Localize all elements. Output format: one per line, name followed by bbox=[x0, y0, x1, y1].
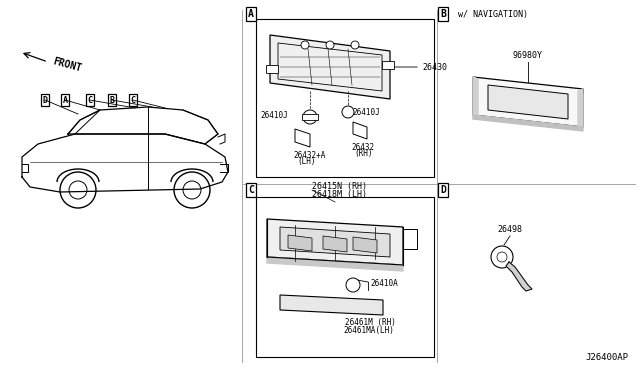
Polygon shape bbox=[578, 89, 583, 129]
Polygon shape bbox=[353, 237, 377, 253]
Polygon shape bbox=[280, 295, 383, 315]
Circle shape bbox=[326, 41, 334, 49]
Text: 26415N (RH): 26415N (RH) bbox=[312, 182, 367, 190]
Text: FRONT: FRONT bbox=[52, 57, 83, 74]
Text: D: D bbox=[440, 185, 446, 195]
Text: w/ NAVIGATION): w/ NAVIGATION) bbox=[458, 10, 528, 19]
Text: 26498: 26498 bbox=[497, 224, 522, 234]
Bar bbox=[266, 65, 278, 73]
Text: 96980Y: 96980Y bbox=[513, 51, 543, 60]
Polygon shape bbox=[488, 85, 568, 119]
Polygon shape bbox=[473, 77, 583, 127]
Text: C: C bbox=[248, 185, 254, 195]
Text: 26432: 26432 bbox=[351, 142, 374, 151]
Text: (LH): (LH) bbox=[297, 157, 316, 166]
Circle shape bbox=[346, 278, 360, 292]
Circle shape bbox=[491, 246, 513, 268]
Polygon shape bbox=[288, 235, 312, 251]
Circle shape bbox=[174, 172, 210, 208]
Polygon shape bbox=[353, 122, 367, 139]
Text: (RH): (RH) bbox=[354, 148, 372, 157]
Polygon shape bbox=[506, 262, 532, 291]
Bar bbox=[382, 61, 394, 69]
Text: B: B bbox=[109, 96, 115, 105]
Polygon shape bbox=[267, 257, 403, 271]
Text: 26418M (LH): 26418M (LH) bbox=[312, 189, 367, 199]
Text: B: B bbox=[440, 9, 446, 19]
Bar bbox=[256, 19, 434, 177]
Polygon shape bbox=[280, 227, 390, 257]
Text: C: C bbox=[88, 96, 93, 105]
Polygon shape bbox=[68, 107, 218, 144]
Circle shape bbox=[351, 41, 359, 49]
Text: 26430: 26430 bbox=[422, 62, 447, 71]
Polygon shape bbox=[323, 236, 347, 252]
Circle shape bbox=[303, 110, 317, 124]
Text: 26432+A: 26432+A bbox=[293, 151, 325, 160]
Text: C: C bbox=[131, 96, 136, 105]
Polygon shape bbox=[270, 35, 390, 99]
Text: A: A bbox=[248, 9, 254, 19]
Text: A: A bbox=[63, 96, 67, 105]
Polygon shape bbox=[22, 134, 228, 192]
Text: 26410J: 26410J bbox=[260, 110, 288, 119]
Circle shape bbox=[301, 41, 309, 49]
Bar bbox=[256, 197, 434, 357]
Polygon shape bbox=[473, 77, 478, 117]
Circle shape bbox=[342, 106, 354, 118]
Bar bbox=[302, 114, 318, 120]
Polygon shape bbox=[473, 115, 583, 131]
Text: 26410A: 26410A bbox=[370, 279, 397, 288]
Bar bbox=[403, 229, 417, 249]
Polygon shape bbox=[295, 129, 310, 147]
Text: J26400AP: J26400AP bbox=[585, 353, 628, 362]
Circle shape bbox=[60, 172, 96, 208]
Text: 26461M (RH): 26461M (RH) bbox=[345, 318, 396, 327]
Polygon shape bbox=[267, 219, 403, 265]
Text: 26461MA(LH): 26461MA(LH) bbox=[343, 326, 394, 334]
Text: D: D bbox=[42, 96, 47, 105]
Text: 26410J: 26410J bbox=[352, 108, 380, 116]
